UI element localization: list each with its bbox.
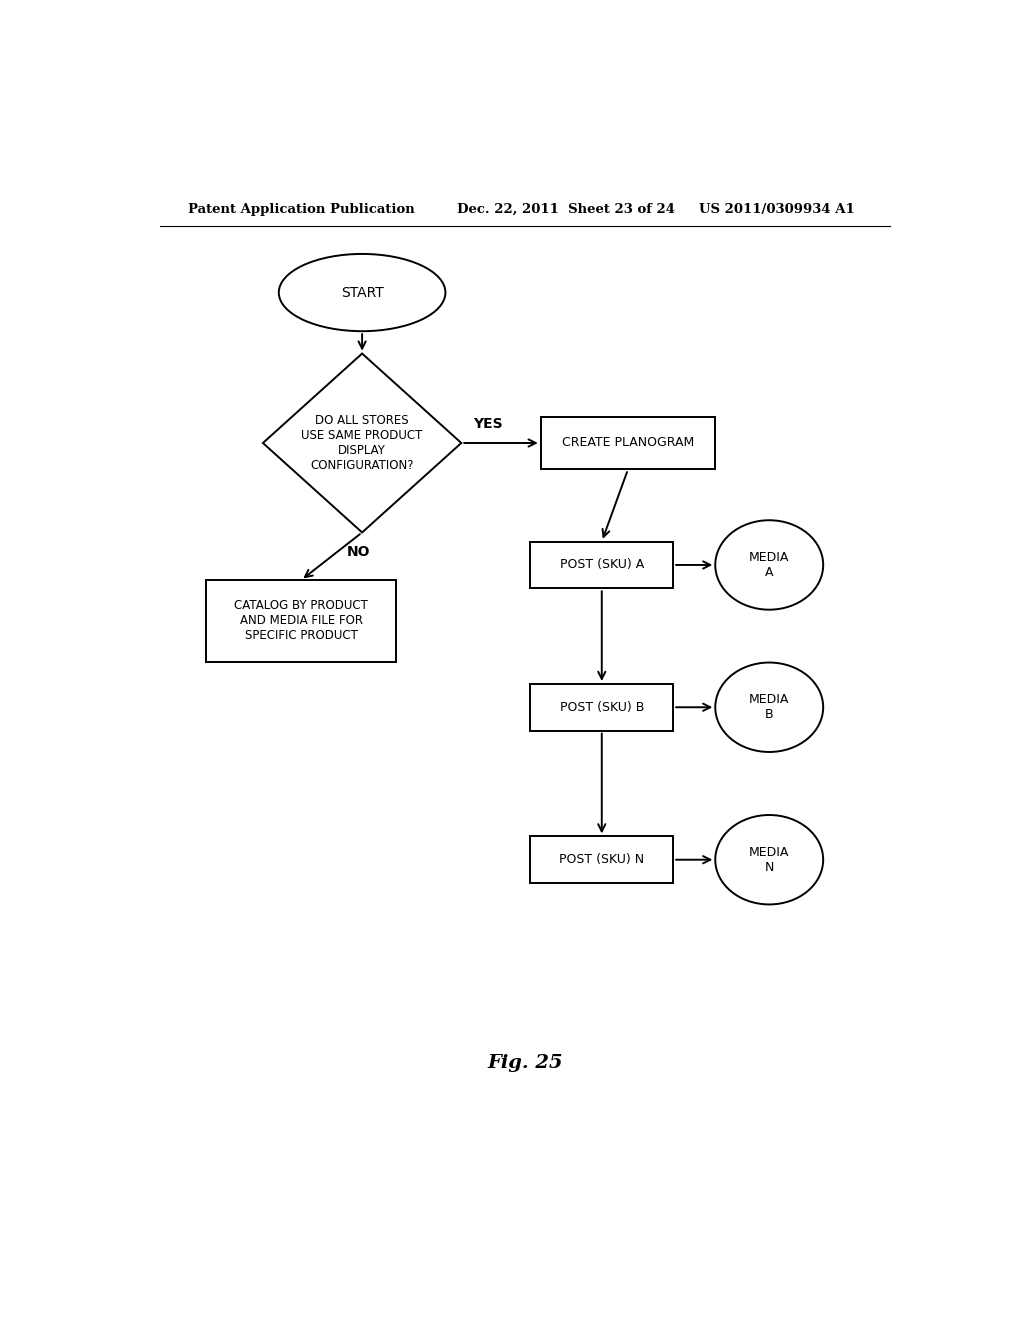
Text: POST (SKU) A: POST (SKU) A	[560, 558, 644, 572]
Bar	[530, 541, 673, 589]
Ellipse shape	[279, 253, 445, 331]
Text: YES: YES	[473, 417, 503, 430]
Text: POST (SKU) N: POST (SKU) N	[559, 853, 644, 866]
Bar	[541, 417, 715, 470]
Text: MEDIA
N: MEDIA N	[749, 846, 790, 874]
Polygon shape	[263, 354, 461, 532]
Text: US 2011/0309934 A1: US 2011/0309934 A1	[699, 203, 855, 215]
Bar	[530, 837, 673, 883]
Text: Patent Application Publication: Patent Application Publication	[187, 203, 415, 215]
Text: DO ALL STORES
USE SAME PRODUCT
DISPLAY
CONFIGURATION?: DO ALL STORES USE SAME PRODUCT DISPLAY C…	[301, 414, 423, 473]
Text: Dec. 22, 2011  Sheet 23 of 24: Dec. 22, 2011 Sheet 23 of 24	[458, 203, 676, 215]
Ellipse shape	[716, 663, 823, 752]
Ellipse shape	[716, 814, 823, 904]
Ellipse shape	[716, 520, 823, 610]
Text: POST (SKU) B: POST (SKU) B	[559, 701, 644, 714]
Text: MEDIA
A: MEDIA A	[749, 550, 790, 579]
Text: CATALOG BY PRODUCT
AND MEDIA FILE FOR
SPECIFIC PRODUCT: CATALOG BY PRODUCT AND MEDIA FILE FOR SP…	[234, 599, 368, 643]
Text: START: START	[341, 285, 383, 300]
Bar	[530, 684, 673, 731]
Text: MEDIA
B: MEDIA B	[749, 693, 790, 721]
Text: CREATE PLANOGRAM: CREATE PLANOGRAM	[562, 437, 694, 450]
Text: NO: NO	[346, 545, 370, 558]
Text: Fig. 25: Fig. 25	[487, 1053, 562, 1072]
Bar	[206, 581, 396, 661]
